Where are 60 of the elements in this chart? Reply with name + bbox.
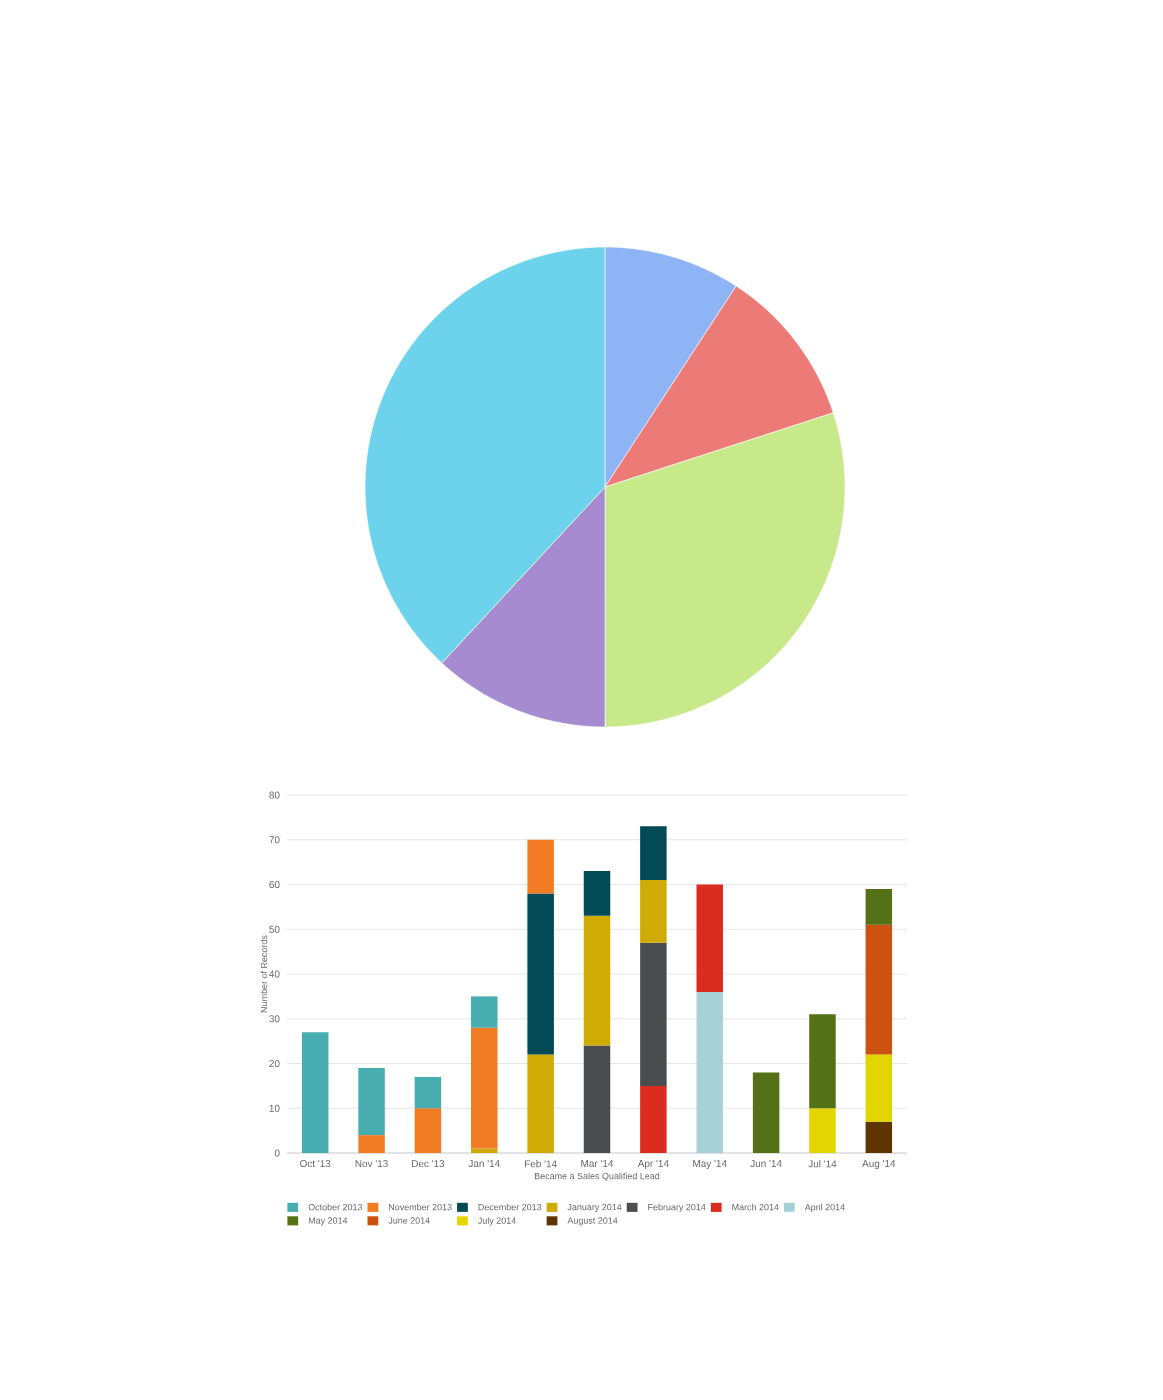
x-tick-label: Mar '14	[581, 1160, 614, 1167]
legend-label: March 2014	[732, 1203, 779, 1211]
y-tick-label: 20	[269, 1059, 280, 1068]
y-tick-label: 60	[269, 880, 280, 889]
bar	[865, 1054, 893, 1122]
legend-label: February 2014	[648, 1203, 706, 1213]
bar	[865, 924, 893, 1055]
x-tick-label: Dec '13	[411, 1160, 445, 1168]
y-axis-title: Number of Records	[260, 935, 268, 1013]
legend-label: April 2014	[804, 1203, 845, 1213]
y-tick-label: 30	[269, 1015, 280, 1023]
legend-label: July 2014	[477, 1217, 516, 1226]
legend-label: October 2013	[308, 1203, 363, 1211]
bar	[865, 1121, 893, 1154]
bar	[583, 1045, 611, 1154]
bar	[640, 1085, 667, 1154]
bar	[414, 1108, 442, 1154]
y-tick-label: 50	[269, 925, 280, 933]
x-axis-title: Became a Sales Qualified Lead	[534, 1172, 660, 1181]
x-tick-label: Feb '14	[524, 1160, 557, 1168]
bar	[527, 1054, 554, 1154]
legend-label: December 2013	[478, 1203, 542, 1211]
bar	[640, 826, 667, 881]
bar	[471, 1027, 498, 1149]
bar	[865, 889, 893, 925]
legend-label: August 2014	[567, 1217, 618, 1226]
bar	[358, 1067, 385, 1136]
x-tick-label: Nov '13	[355, 1160, 388, 1168]
legend-label: May 2014	[308, 1217, 348, 1226]
y-tick-label: 40	[269, 970, 280, 978]
bar	[583, 915, 611, 1046]
x-tick-label: Jun '14	[750, 1160, 782, 1167]
bar	[809, 1014, 836, 1109]
bar	[471, 1148, 498, 1154]
bar	[583, 871, 611, 916]
x-tick-label: Aug '14	[862, 1160, 896, 1169]
bar	[752, 1072, 780, 1154]
bar	[414, 1076, 442, 1109]
x-tick-label: Apr '14	[637, 1160, 669, 1169]
legend-label: January 2014	[567, 1203, 622, 1212]
x-tick-label: Jan '14	[468, 1160, 500, 1167]
bar	[527, 839, 554, 894]
legend-label: June 2014	[388, 1217, 430, 1224]
x-tick-label: Oct '13	[300, 1160, 331, 1168]
bar	[696, 991, 723, 1154]
x-tick-label: Jul '14	[808, 1160, 837, 1168]
bar	[301, 1032, 329, 1154]
y-tick-label: 80	[269, 791, 280, 799]
y-tick-label: 70	[269, 836, 280, 844]
bar	[696, 884, 723, 992]
legend-label: November 2013	[389, 1203, 452, 1211]
bar	[640, 880, 667, 943]
bar	[527, 893, 554, 1055]
y-tick-label: 0	[274, 1149, 280, 1157]
bar	[471, 996, 498, 1028]
bar	[358, 1135, 385, 1154]
y-tick-label: 10	[269, 1104, 280, 1112]
x-tick-label: May '14	[693, 1160, 727, 1169]
bar	[809, 1108, 836, 1154]
bar	[640, 942, 667, 1086]
